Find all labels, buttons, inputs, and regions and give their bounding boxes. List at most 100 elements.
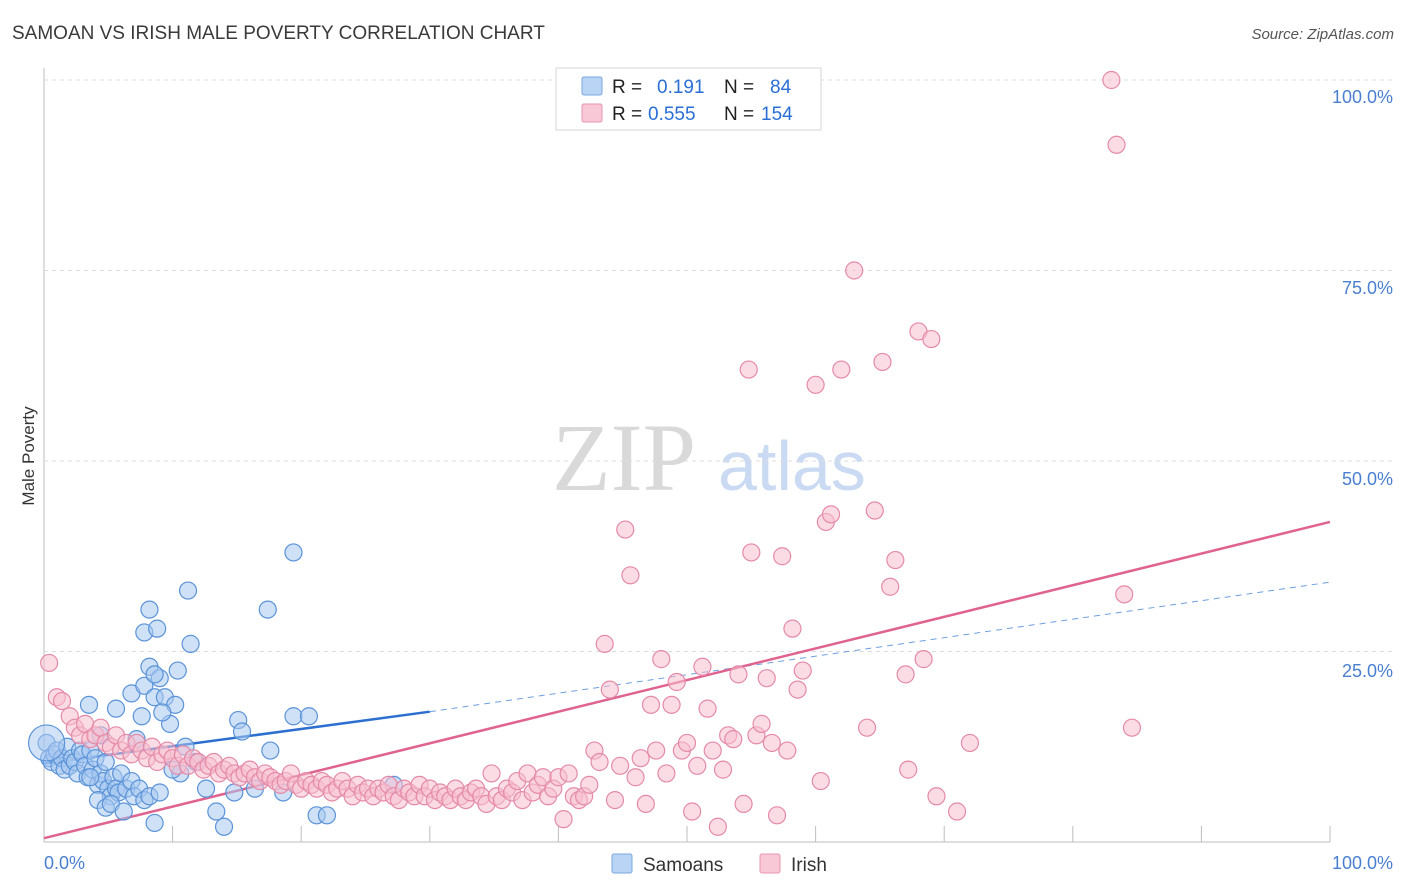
legend-r-value-irish: 0.555 — [648, 104, 696, 125]
irish-point — [657, 764, 676, 783]
bottom-legend-swatch-irish — [759, 853, 781, 874]
irish-point — [762, 733, 781, 753]
series-irish — [40, 70, 1142, 836]
irish-point — [811, 771, 830, 791]
samoans-point — [27, 724, 66, 762]
samoans-point — [196, 779, 216, 798]
irish-point — [1102, 70, 1121, 90]
samoans-point — [106, 699, 126, 718]
irish-point — [605, 790, 625, 810]
irish-point — [611, 756, 630, 775]
irish-point — [554, 810, 573, 829]
irish-point — [641, 695, 661, 714]
irish-point — [960, 733, 980, 753]
irish-point — [621, 566, 640, 585]
bottom-legend-label-irish: Irish — [791, 855, 827, 876]
bottom-legend-label-samoans: Samoans — [643, 855, 723, 876]
samoans-point — [261, 741, 280, 760]
y-axis-label: Male Poverty — [19, 406, 38, 506]
irish-point — [698, 699, 717, 718]
irish-point — [821, 505, 841, 524]
irish-point — [832, 360, 851, 379]
y-tick-label-100: 100.0% — [1332, 87, 1393, 107]
y-tick-label-75: 75.0% — [1342, 278, 1393, 298]
legend-n-value-irish: 154 — [761, 104, 793, 125]
irish-point — [767, 806, 787, 825]
irish-point — [559, 764, 578, 783]
samoans-point — [79, 695, 99, 714]
legend-r-label-irish: R = — [612, 104, 642, 125]
trendline-samoans-dashed — [429, 581, 1331, 713]
legend-n-label-irish: N = — [724, 104, 754, 125]
bottom-legend: Samoans Irish — [611, 853, 827, 876]
samoans-point — [181, 634, 200, 653]
legend-swatch-samoans — [581, 76, 603, 96]
irish-point — [40, 653, 59, 673]
irish-point — [652, 650, 671, 669]
irish-point — [757, 669, 776, 688]
x-tick-label-0: 0.0% — [44, 853, 85, 873]
irish-point — [677, 733, 697, 753]
samoans-point — [145, 813, 164, 833]
irish-point — [580, 775, 599, 794]
samoans-point — [214, 817, 234, 836]
irish-point — [482, 764, 501, 783]
irish-point — [52, 691, 72, 711]
irish-point — [783, 619, 802, 638]
irish-point — [1115, 585, 1134, 604]
irish-point — [729, 665, 748, 684]
samoans-point — [258, 600, 277, 619]
samoans-point — [207, 802, 226, 821]
irish-point — [865, 501, 884, 520]
irish-point — [91, 718, 110, 737]
irish-point — [806, 375, 825, 394]
irish-point — [616, 520, 635, 539]
samoans-point — [284, 707, 303, 726]
samoans-point — [114, 802, 133, 821]
y-tick-label-50: 50.0% — [1342, 469, 1393, 489]
irish-point — [773, 547, 792, 566]
irish-point — [914, 650, 933, 669]
samoans-point — [81, 768, 100, 787]
irish-point — [881, 577, 900, 596]
irish-point — [752, 714, 771, 733]
irish-point — [647, 741, 666, 760]
legend-n-value-samoans: 84 — [770, 77, 792, 98]
samoans-point — [168, 661, 187, 680]
samoans-point — [148, 619, 167, 638]
irish-point — [724, 730, 743, 749]
irish-point — [590, 752, 609, 772]
samoans-point — [96, 752, 115, 772]
irish-point — [793, 661, 812, 680]
legend-n-label-samoans: N = — [724, 77, 754, 98]
irish-point — [873, 352, 892, 372]
irish-point — [896, 665, 915, 684]
samoans-point — [132, 707, 151, 726]
irish-point — [857, 718, 877, 737]
irish-point — [713, 760, 733, 779]
samoans-point — [317, 806, 337, 825]
samoans-point — [140, 600, 159, 619]
bottom-legend-swatch-samoans — [611, 853, 633, 874]
samoans-point — [299, 707, 319, 726]
irish-point — [927, 787, 946, 806]
irish-point — [708, 817, 727, 836]
irish-point — [742, 543, 761, 562]
irish-point — [739, 360, 758, 379]
irish-point — [636, 794, 655, 814]
y-tick-label-25: 25.0% — [1342, 661, 1393, 681]
irish-point — [886, 550, 905, 570]
watermark-zip: ZIP — [552, 404, 696, 511]
samoans-point — [232, 722, 252, 741]
samoans-point — [284, 543, 303, 562]
samoans-point — [150, 783, 169, 802]
irish-point — [1122, 718, 1142, 737]
irish-point — [947, 802, 967, 821]
irish-point — [734, 794, 753, 814]
samoans-point — [225, 783, 244, 802]
samoans-point — [153, 703, 172, 722]
x-tick-label-100: 100.0% — [1332, 853, 1393, 873]
legend: R = 0.191 N = 84 R = 0.555 N = 154 — [555, 67, 822, 131]
irish-point — [788, 680, 807, 699]
